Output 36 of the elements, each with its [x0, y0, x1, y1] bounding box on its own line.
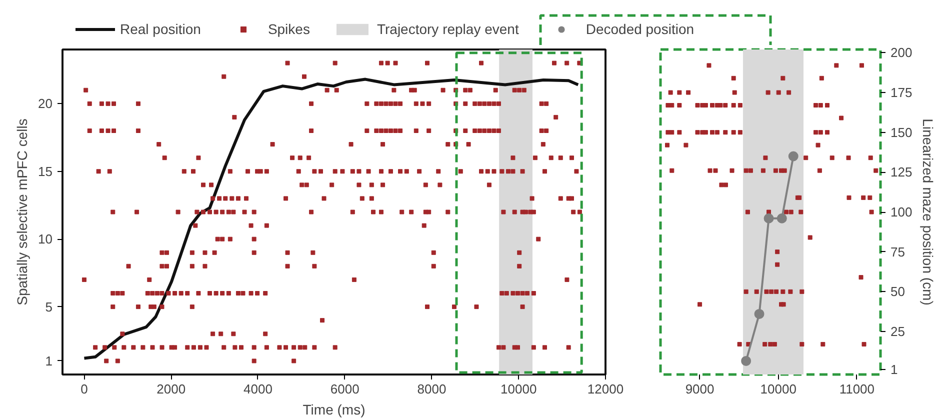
y-axis-title: Spatially selective mPFC cells [14, 118, 30, 306]
legend-label: Decoded position [586, 21, 694, 37]
point [754, 308, 764, 319]
x-tick-label: 2000 [156, 382, 186, 396]
y2-tick-label: 100 [890, 204, 912, 220]
x-tick-label: 10000 [760, 382, 796, 396]
point [788, 151, 798, 162]
x-tick-label: 8000 [417, 382, 446, 396]
y2-tick-label: 75 [890, 244, 905, 260]
point [741, 356, 752, 366]
y-tick-label: 1 [45, 353, 53, 368]
y-tick-label: 5 [45, 299, 53, 314]
y-tick-label: 20 [38, 96, 53, 112]
x-axis-title: Time (ms) [302, 402, 366, 418]
x-tick-label: 6000 [330, 382, 360, 396]
x-tick-label: 11000 [839, 382, 875, 396]
legend-label: Trajectory replay event [376, 21, 519, 37]
y2-tick-label: 25 [890, 324, 905, 339]
x-tick-label: 0 [80, 382, 88, 396]
y2-tick-label: 150 [890, 124, 912, 140]
x-tick-label: 4000 [244, 382, 272, 396]
y-tick-label: 15 [38, 164, 53, 179]
y2-tick-label: 1 [890, 362, 898, 378]
y2-tick-label: 200 [890, 45, 912, 60]
point [764, 213, 774, 224]
legend-label: Spikes [268, 21, 310, 37]
y2-tick-label: 125 [890, 164, 912, 180]
point [776, 213, 787, 224]
x-tick-label: 12000 [587, 382, 624, 396]
y2-axis-title: Linearized maze position (cm) [920, 118, 936, 306]
y-tick-label: 10 [38, 232, 53, 247]
legend-label: Real position [120, 21, 201, 37]
x-tick-label: 10000 [500, 382, 537, 396]
y2-tick-label: 50 [890, 284, 905, 300]
x-tick-label: 9000 [685, 382, 714, 396]
y2-tick-label: 175 [890, 85, 912, 100]
